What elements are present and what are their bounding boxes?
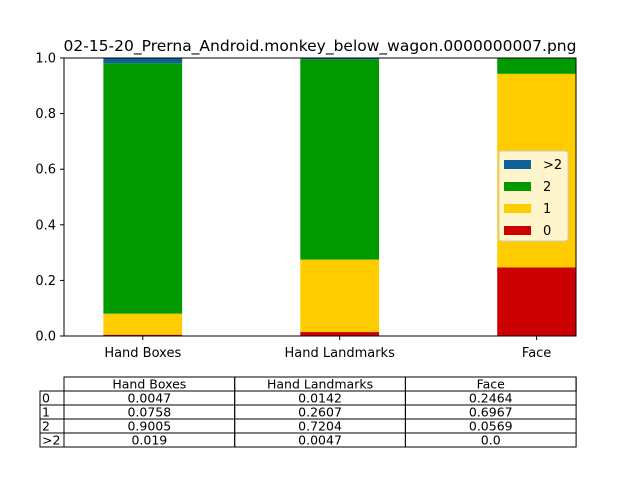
y-tick-label: 0.0 — [35, 330, 56, 345]
table-header-label: Hand Landmarks — [267, 377, 373, 392]
x-tick-label: Hand Boxes — [104, 346, 181, 361]
axes-group: 0.0 0.2 0.4 0.6 0.8 1.0 Hand Boxes Hand Landmar… — [35, 52, 577, 361]
legend-swatch — [504, 160, 531, 169]
table-cell-value: 0.6967 — [469, 405, 513, 420]
legend-swatch — [504, 204, 531, 213]
legend-label: >2 — [543, 158, 562, 173]
table-cell-value: 0.2464 — [469, 391, 513, 406]
legend-label: 0 — [543, 224, 551, 239]
data-table: Hand Boxes Hand Landmarks Face 0 0.0047 0.014… — [39, 376, 577, 448]
bar-segment — [300, 59, 380, 260]
table-cell — [404, 432, 577, 448]
bar-segment — [300, 332, 380, 336]
bar-segment — [497, 58, 576, 74]
table-cell-value: 0.019 — [131, 433, 167, 448]
y-tick-label: 0.4 — [35, 218, 56, 233]
table-row-label: 0 — [42, 391, 50, 406]
bar-segment — [300, 58, 380, 60]
table-cell-value: 0.0142 — [298, 391, 342, 406]
table-row-label: >2 — [42, 433, 60, 448]
table-cell-value: 0.0047 — [298, 433, 342, 448]
legend-swatch — [504, 182, 531, 191]
legend-label: 2 — [543, 180, 551, 195]
x-tick-label: Face — [522, 346, 551, 361]
y-tick-label: 0.2 — [35, 274, 56, 289]
y-tick-label: 1.0 — [35, 52, 56, 67]
y-tick-label: 0.6 — [35, 163, 56, 178]
table-cell-value: 0.2607 — [298, 405, 342, 420]
table-row-label: 1 — [42, 405, 50, 420]
bar-segment — [300, 259, 380, 333]
table-header-label: Hand Boxes — [112, 377, 186, 392]
legend-box — [498, 150, 569, 242]
bar-segment — [103, 63, 183, 314]
table-cell-value: 0.0047 — [127, 391, 171, 406]
bar-segment — [497, 267, 576, 336]
table-cell-value: 0.9005 — [127, 419, 171, 434]
plot-frame — [63, 57, 577, 337]
table-cell-value: 0.7204 — [298, 419, 342, 434]
legend: >2 2 1 0 — [498, 150, 569, 242]
x-tick-label: Hand Landmarks — [285, 346, 396, 361]
table-cell-value: 0.0758 — [127, 405, 171, 420]
bar-segment — [103, 334, 183, 336]
table-cell-value: 0.0 — [481, 433, 501, 448]
chart-title: 02-15-20_Prerna_Android.monkey_below_wag… — [64, 37, 577, 56]
y-tick-label: 0.8 — [35, 107, 56, 122]
table-cell-value: 0.0569 — [469, 419, 513, 434]
legend-swatch — [504, 226, 531, 235]
bar-segment — [103, 313, 183, 335]
legend-label: 1 — [543, 202, 551, 217]
table-row-label: 2 — [42, 419, 50, 434]
bar-segment — [103, 58, 183, 64]
table-header-label: Face — [477, 377, 506, 392]
